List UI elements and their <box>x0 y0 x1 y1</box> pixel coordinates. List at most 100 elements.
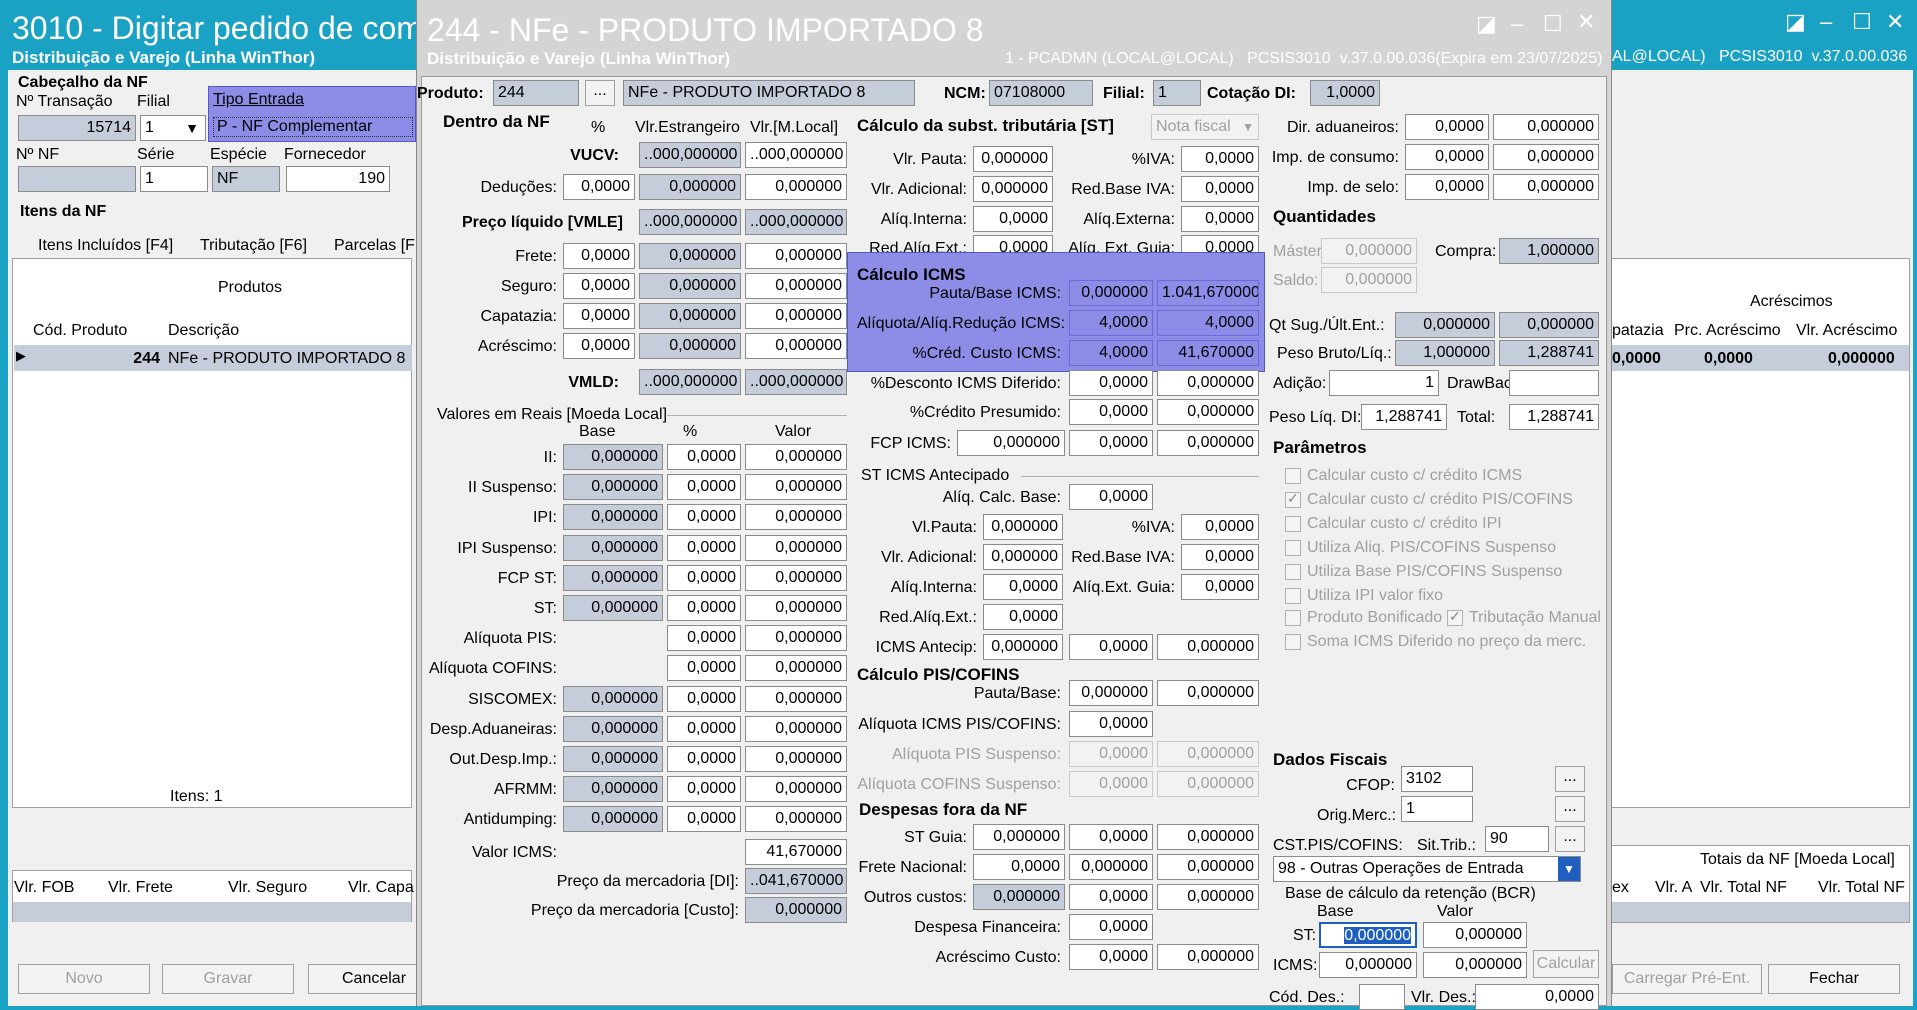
param-checkbox-0[interactable] <box>1285 468 1301 484</box>
st-guia-b[interactable]: 0,0000 <box>1069 824 1153 850</box>
filial-field[interactable]: 1 <box>140 115 206 141</box>
cred-custo-field1[interactable]: 4,0000 <box>1069 340 1153 366</box>
table-row[interactable] <box>14 345 412 371</box>
trib-manual-checkbox[interactable] <box>1447 608 1463 626</box>
icms-antecip-field2[interactable]: 0,0000 <box>1069 634 1153 660</box>
dialog-maximize-icon[interactable]: ☐ <box>1543 11 1563 36</box>
ipi-pct[interactable]: 0,0000 <box>667 504 741 531</box>
cod-des-field[interactable] <box>1359 984 1405 1010</box>
frete-pct[interactable]: 0,0000 <box>563 243 635 269</box>
frete-nacional-b[interactable]: 0,000000 <box>1069 854 1153 880</box>
desp-aduaneiras-valor[interactable]: 0,000000 <box>745 715 847 742</box>
restore-icon[interactable]: ◪ <box>1785 9 1806 34</box>
novo-button[interactable]: Novo <box>18 964 150 994</box>
vlr-pauta-field[interactable]: 0,000000 <box>973 146 1053 172</box>
sit-trib-search-button[interactable]: ... <box>1555 826 1585 852</box>
total-field[interactable]: 1,288741 <box>1509 404 1599 430</box>
param-checkbox-4[interactable] <box>1285 564 1301 580</box>
aliq-ext-guia2-field[interactable]: 0,0000 <box>1181 574 1259 600</box>
out-desp-imp-valor[interactable]: 0,000000 <box>745 746 847 772</box>
bcr-st-field1[interactable]: 0,000000 <box>1319 922 1417 948</box>
col-cod-produto[interactable]: Cód. Produto <box>33 322 128 339</box>
aliq-red-field1[interactable]: 4,0000 <box>1069 310 1153 336</box>
red-base-iva2-field[interactable]: 0,0000 <box>1181 544 1259 570</box>
dir-adu-field1[interactable]: 0,0000 <box>1405 114 1489 140</box>
siscomex-pct[interactable]: 0,0000 <box>667 685 741 712</box>
orig-merc-search-button[interactable]: ... <box>1555 796 1585 822</box>
fechar-button[interactable]: Fechar <box>1768 964 1900 994</box>
desc-dif-field1[interactable]: 0,0000 <box>1069 370 1153 396</box>
vl-pauta-field[interactable]: 0,000000 <box>983 514 1063 540</box>
cred-pres-field2[interactable]: 0,000000 <box>1157 399 1259 425</box>
vlr-des-field[interactable]: 0,0000 <box>1475 984 1599 1010</box>
vlr-adic2-field[interactable]: 0,000000 <box>983 544 1063 570</box>
st-guia-c[interactable]: 0,000000 <box>1157 824 1259 850</box>
red-base-iva-field[interactable]: 0,0000 <box>1181 176 1259 202</box>
acresc-custo-field1[interactable]: 0,0000 <box>1069 944 1153 970</box>
seguro-pct[interactable]: 0,0000 <box>563 273 635 299</box>
dialog-close-icon[interactable]: ✕ <box>1577 9 1596 34</box>
dialog-restore-icon[interactable]: ◪ <box>1476 11 1497 36</box>
seguro-local[interactable]: 0,000000 <box>745 273 847 299</box>
param-checkbox-2[interactable] <box>1285 516 1301 532</box>
adicao-field[interactable]: 1 <box>1329 370 1439 396</box>
serie-field[interactable]: 1 <box>140 166 208 192</box>
antidumping-pct[interactable]: 0,0000 <box>667 806 741 833</box>
desc-dif-field2[interactable]: 0,000000 <box>1157 370 1259 396</box>
popup-item-tipo-entrada[interactable]: Tipo Entrada <box>213 91 305 108</box>
capatazia-pct[interactable]: 0,0000 <box>563 303 635 329</box>
close-icon[interactable]: ✕ <box>1886 9 1905 34</box>
out-desp-imp-pct[interactable]: 0,0000 <box>667 746 741 772</box>
tab-itens-incluidos[interactable]: Itens Incluídos [F4] <box>38 237 174 254</box>
ipi-valor[interactable]: 0,000000 <box>745 504 847 531</box>
acrescimo-pct[interactable]: 0,0000 <box>563 333 635 359</box>
desp-aduaneiras-pct[interactable]: 0,0000 <box>667 715 741 742</box>
aliquota-cofins-pct[interactable]: 0,0000 <box>667 655 741 682</box>
tab-parcelas[interactable]: Parcelas [F <box>334 237 415 254</box>
st-valor[interactable]: 0,000000 <box>745 595 847 621</box>
col-descricao[interactable]: Descrição <box>168 322 240 339</box>
aliq-int-field[interactable]: 0,0000 <box>973 206 1053 232</box>
cst-select[interactable]: 98 - Outras Operações de Entrada ▼ <box>1273 856 1581 882</box>
dialog-minimize-icon[interactable]: – <box>1511 11 1524 36</box>
afrmm-pct[interactable]: 0,0000 <box>667 776 741 803</box>
iva-field[interactable]: 0,0000 <box>1181 146 1259 172</box>
deducoes-local[interactable]: 0,000000 <box>745 174 847 200</box>
orig-merc-field[interactable]: 1 <box>1401 796 1473 822</box>
param-checkbox-3[interactable] <box>1285 540 1301 556</box>
aliquota-pis-valor[interactable]: 0,000000 <box>745 625 847 652</box>
aliq-int2-field[interactable]: 0,0000 <box>983 574 1063 600</box>
outros-custos-c[interactable]: 0,000000 <box>1157 884 1259 910</box>
vlr-adic-field[interactable]: 0,000000 <box>973 176 1053 202</box>
maximize-icon[interactable]: ☐ <box>1852 9 1872 34</box>
n-transacao-field[interactable]: 15714 <box>18 115 136 141</box>
valor-icms-field[interactable]: 41,670000 <box>745 839 847 865</box>
peso-liq-di-field[interactable]: 1,288741 <box>1361 404 1447 430</box>
nota-fiscal-select[interactable]: Nota fiscal ▼ <box>1151 114 1259 140</box>
ipi-suspenso-pct[interactable]: 0,0000 <box>667 534 741 561</box>
ii-suspenso-valor[interactable]: 0,000000 <box>745 474 847 501</box>
carregar-pre-ent-button[interactable]: Carregar Pré-Ent. <box>1612 964 1762 994</box>
st-pct[interactable]: 0,0000 <box>667 595 741 621</box>
frete-nacional-a[interactable]: 0,0000 <box>973 854 1065 880</box>
st-guia-a[interactable]: 0,000000 <box>973 824 1065 850</box>
capatazia-local[interactable]: 0,000000 <box>745 303 847 329</box>
produto-field[interactable]: 244 <box>493 80 579 106</box>
pauta-base-icms-field2[interactable]: 1.041,670000 <box>1157 280 1259 306</box>
outros-custos-a[interactable]: 0,000000 <box>973 884 1065 910</box>
aliq-icms-pis-field[interactable]: 0,0000 <box>1069 711 1153 737</box>
acresc-custo-field2[interactable]: 0,000000 <box>1157 944 1259 970</box>
imp-selo-field2[interactable]: 0,000000 <box>1493 174 1599 200</box>
deducoes-pct[interactable]: 0,0000 <box>563 174 635 200</box>
bcr-icms-field1[interactable]: 0,000000 <box>1319 952 1417 978</box>
iva2-field[interactable]: 0,0000 <box>1181 514 1259 540</box>
produto-search-button[interactable]: ... <box>585 80 615 106</box>
red-aliq-ext2-field[interactable]: 0,0000 <box>983 604 1063 630</box>
soma-icms-checkbox[interactable] <box>1285 634 1301 650</box>
aliq-red-field2[interactable]: 4,0000 <box>1157 310 1259 336</box>
gravar-button[interactable]: Gravar <box>162 964 294 994</box>
fcp-st-valor[interactable]: 0,000000 <box>745 564 847 591</box>
aliquota-cofins-valor[interactable]: 0,000000 <box>745 655 847 682</box>
nnf-field[interactable] <box>18 166 136 192</box>
dir-adu-field2[interactable]: 0,000000 <box>1493 114 1599 140</box>
